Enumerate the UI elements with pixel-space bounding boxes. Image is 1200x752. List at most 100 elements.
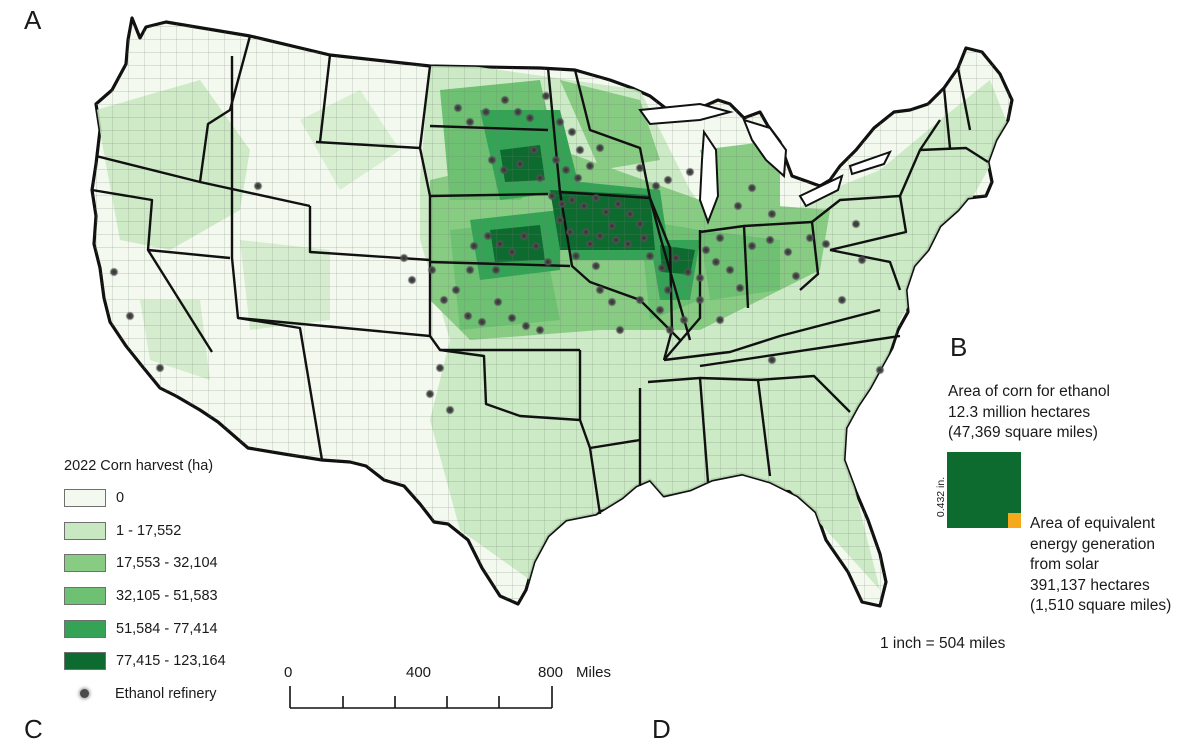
ethanol-refinery-dot bbox=[685, 167, 695, 177]
ethanol-refinery-dot bbox=[663, 175, 673, 185]
legend-swatch bbox=[64, 587, 106, 606]
ethanol-refinery-dot bbox=[639, 233, 649, 243]
legend-swatch bbox=[64, 521, 106, 540]
corn-area-sqmi: (47,369 square miles) bbox=[948, 424, 1098, 441]
scale-bar bbox=[289, 686, 553, 709]
ethanol-refinery-dot bbox=[515, 159, 525, 169]
great-lakes bbox=[638, 102, 892, 225]
ethanol-refinery-dot bbox=[399, 253, 409, 263]
ethanol-refinery-dot bbox=[657, 263, 667, 273]
scalebar-tick-0: 0 bbox=[284, 664, 293, 681]
ethanol-refinery-dot bbox=[665, 325, 675, 335]
ethanol-refinery-dot bbox=[601, 207, 611, 217]
ethanol-refinery-dot bbox=[407, 275, 417, 285]
ethanol-refinery-dot bbox=[663, 285, 673, 295]
scalebar-tick-400: 400 bbox=[406, 664, 432, 681]
solar-area-hectares: 391,137 hectares bbox=[1030, 576, 1150, 594]
ethanol-refineries bbox=[109, 91, 885, 415]
ethanol-refinery-dot bbox=[635, 163, 645, 173]
ethanol-refinery-dot bbox=[253, 181, 263, 191]
ethanol-refinery-dot bbox=[767, 355, 777, 365]
ethanol-refinery-dot bbox=[645, 251, 655, 261]
ethanol-refinery-dot bbox=[821, 239, 831, 249]
legend-label: 1 - 17,552 bbox=[116, 522, 182, 539]
corn-area-title: Area of corn for ethanol bbox=[948, 383, 1110, 400]
ethanol-refinery-dot bbox=[565, 227, 575, 237]
corn-area-label: Area of corn for ethanol 12.3 million he… bbox=[948, 382, 1110, 444]
legend-item-refinery: Ethanol refinery bbox=[64, 678, 226, 711]
ethanol-refinery-dot bbox=[613, 199, 623, 209]
solar-area-label: Area of equivalent energy generation fro… bbox=[1030, 514, 1171, 617]
ethanol-refinery-dot bbox=[695, 273, 705, 283]
ethanol-refinery-dot bbox=[581, 227, 591, 237]
legend-label: 0 bbox=[116, 490, 125, 507]
solar-area-sqmi: (1,510 square miles) bbox=[1030, 597, 1172, 614]
ethanol-refinery-dot bbox=[427, 265, 437, 275]
ethanol-refinery-dot bbox=[591, 261, 601, 271]
ethanol-refinery-dot bbox=[513, 107, 523, 117]
ethanol-refinery-dot bbox=[611, 235, 621, 245]
ethanol-refinery-dot bbox=[875, 365, 885, 375]
ethanol-refinery-dot bbox=[487, 155, 497, 165]
ethanol-refinery-dot bbox=[615, 325, 625, 335]
solar-line-2: energy generation bbox=[1030, 535, 1155, 553]
ethanol-refinery-dot bbox=[491, 265, 501, 275]
ethanol-refinery-dot bbox=[595, 231, 605, 241]
ethanol-refinery-dot bbox=[635, 219, 645, 229]
ethanol-refinery-dot bbox=[735, 283, 745, 293]
legend-label: 77,415 - 123,164 bbox=[116, 653, 226, 670]
ethanol-refinery-dot bbox=[535, 173, 545, 183]
legend-item: 51,584 - 77,414 bbox=[64, 612, 226, 645]
ethanol-refinery-dot bbox=[837, 295, 847, 305]
ethanol-refinery-dot bbox=[541, 91, 551, 101]
ethanol-refinery-dot bbox=[733, 201, 743, 211]
ethanol-refinery-dot bbox=[155, 363, 165, 373]
ethanol-refinery-dot bbox=[555, 117, 565, 127]
ethanol-refinery-dot bbox=[701, 245, 711, 255]
ethanol-refinery-dot bbox=[439, 295, 449, 305]
ethanol-refinery-dot bbox=[493, 297, 503, 307]
ethanol-refinery-dot bbox=[575, 145, 585, 155]
legend-label: 32,105 - 51,583 bbox=[116, 588, 218, 605]
legend-label: Ethanol refinery bbox=[115, 685, 217, 702]
legend-item: 32,105 - 51,583 bbox=[64, 580, 226, 613]
ethanol-refinery-dot bbox=[623, 239, 633, 249]
ethanol-refinery-dot bbox=[499, 165, 509, 175]
ethanol-refinery-dot bbox=[465, 265, 475, 275]
scalebar-tick-800: 800 bbox=[538, 664, 564, 681]
ethanol-refinery-dot bbox=[783, 247, 793, 257]
ethanol-refinery-dot bbox=[595, 285, 605, 295]
legend-item: 1 - 17,552 bbox=[64, 515, 226, 548]
ethanol-refinery-dot bbox=[529, 145, 539, 155]
ethanol-refinery-dot bbox=[519, 231, 529, 241]
ethanol-refinery-dot bbox=[435, 363, 445, 373]
legend-swatch bbox=[64, 489, 106, 508]
legend-swatch bbox=[64, 652, 106, 671]
solar-line-1: Area of equivalent bbox=[1030, 515, 1155, 532]
legend-item: 17,553 - 32,104 bbox=[64, 547, 226, 580]
legend-label: 51,584 - 77,414 bbox=[116, 620, 218, 637]
ethanol-refinery-dot bbox=[531, 241, 541, 251]
ethanol-refinery-dot bbox=[805, 233, 815, 243]
state-boundaries bbox=[91, 35, 989, 515]
ethanol-refinery-dot bbox=[679, 315, 689, 325]
legend-swatch bbox=[64, 554, 106, 573]
legend-item: 77,415 - 123,164 bbox=[64, 645, 226, 678]
ethanol-refinery-dot bbox=[695, 295, 705, 305]
ethanol-refinery-dot bbox=[507, 313, 517, 323]
ethanol-refinery-dot bbox=[607, 221, 617, 231]
legend-item: 0 bbox=[64, 482, 226, 515]
ethanol-refinery-dot bbox=[567, 195, 577, 205]
ethanol-refinery-dot bbox=[607, 297, 617, 307]
ethanol-refinery-dot bbox=[683, 267, 693, 277]
solar-line-3: from solar bbox=[1030, 556, 1099, 573]
ethanol-refinery-dot bbox=[469, 241, 479, 251]
ethanol-refinery-dot bbox=[445, 405, 455, 415]
ethanol-refinery-dot bbox=[715, 233, 725, 243]
ethanol-refinery-dot bbox=[585, 161, 595, 171]
ethanol-refinery-dot bbox=[525, 113, 535, 123]
legend-swatch bbox=[64, 619, 106, 638]
ethanol-refinery-dot bbox=[857, 255, 867, 265]
scalebar-unit: Miles bbox=[576, 664, 612, 681]
square-side-length: 0.432 in. bbox=[935, 476, 948, 518]
